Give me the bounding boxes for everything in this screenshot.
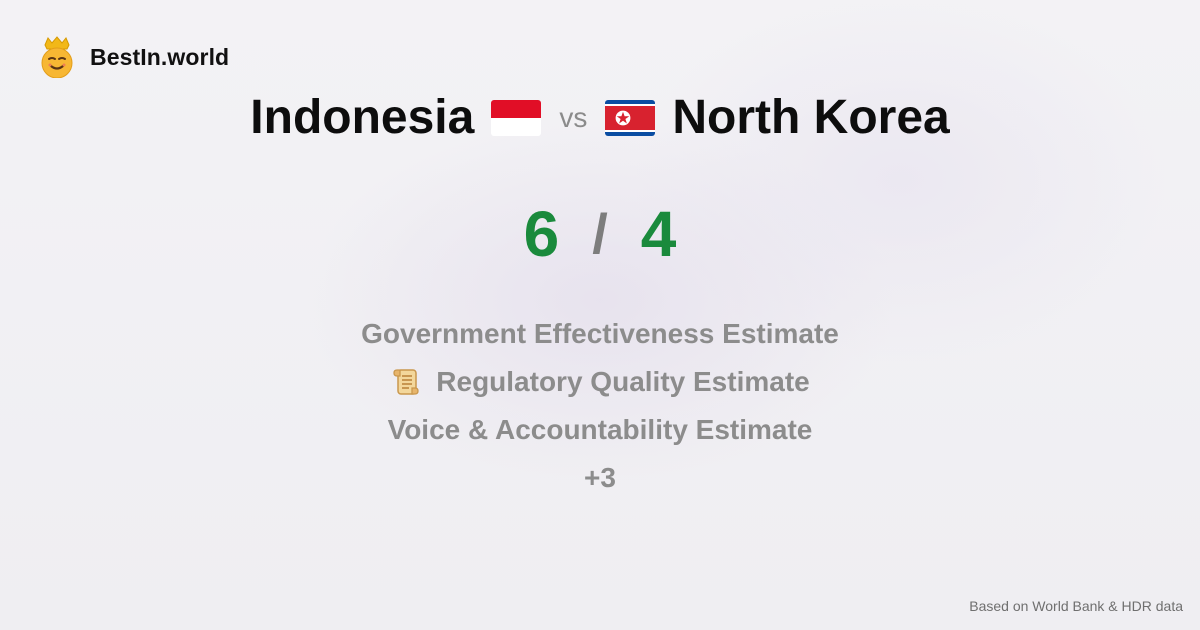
right-score: 4 (640, 198, 677, 270)
comparison-title: Indonesia vs North Korea (0, 88, 1200, 148)
indonesia-flag-icon (491, 100, 542, 136)
metric-label: Government Effectiveness Estimate (361, 318, 839, 349)
metrics-list: Government Effectiveness Estimate Regula… (0, 310, 1200, 502)
score-row: 6 / 4 (0, 196, 1200, 272)
metric-government-effectiveness: Government Effectiveness Estimate (361, 310, 839, 358)
metric-voice-accountability: Voice & Accountability Estimate (388, 406, 813, 454)
left-score: 6 (523, 198, 560, 270)
north-korea-flag-icon (605, 100, 656, 136)
right-country-name: North Korea (672, 91, 950, 144)
more-metrics-count: +3 (584, 462, 616, 493)
brand-name: BestIn.world (90, 43, 230, 70)
metric-label: Regulatory Quality Estimate (436, 366, 810, 397)
source-note: Based on World Bank & HDR data (969, 598, 1183, 614)
king-emoji-icon (41, 36, 73, 78)
metric-label: Voice & Accountability Estimate (387, 414, 813, 445)
metric-regulatory-quality: Regulatory Quality Estimate (390, 358, 810, 406)
vs-label: vs (559, 102, 588, 133)
score-separator: / (592, 202, 608, 265)
scroll-icon (393, 369, 419, 395)
left-country-name: Indonesia (250, 91, 475, 144)
brand[interactable]: BestIn.world (38, 36, 229, 78)
